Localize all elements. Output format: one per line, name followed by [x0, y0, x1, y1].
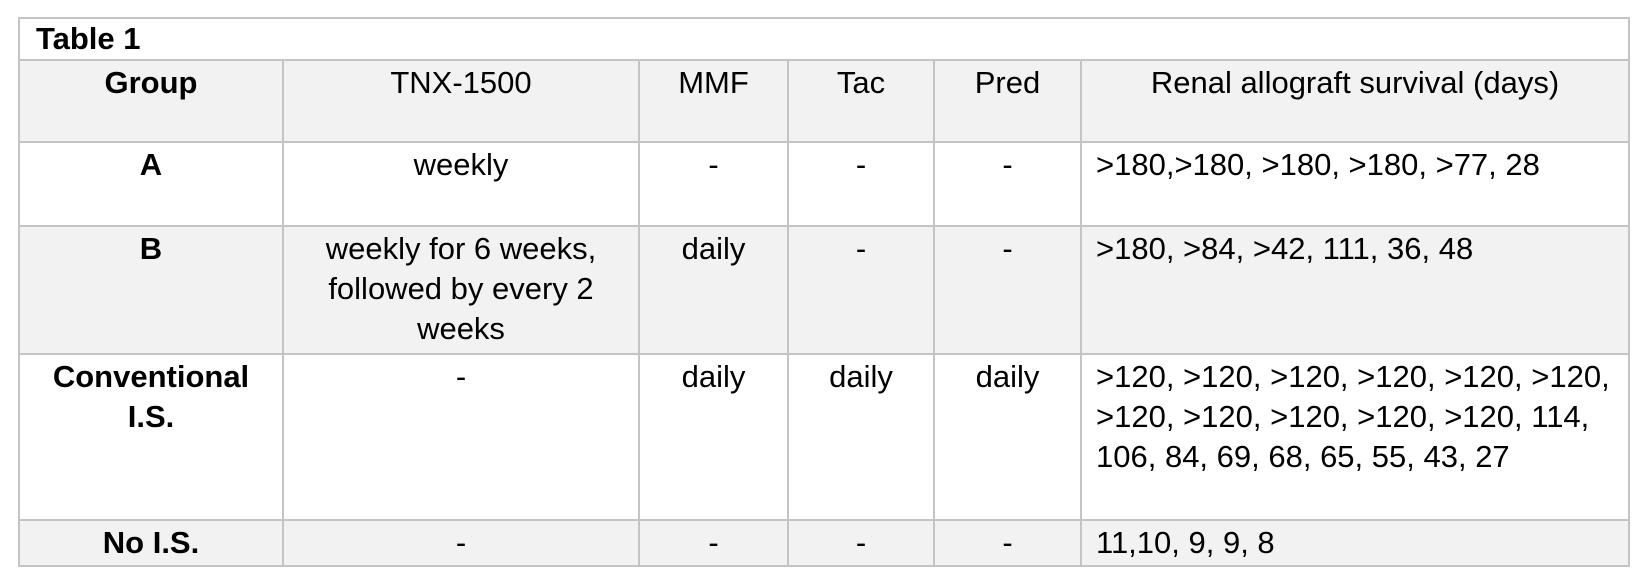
- cell-group: No I.S.: [18, 519, 284, 567]
- cell-survival: 11,10, 9, 9, 8: [1080, 519, 1630, 567]
- table-row: A weekly - - - >180,>180, >180, >180, >7…: [18, 141, 1630, 227]
- cell-tnx: weekly: [282, 141, 640, 227]
- header-survival: Renal allograft survival (days): [1080, 59, 1630, 143]
- cell-tac: -: [787, 519, 935, 567]
- table-title: Table 1: [18, 17, 1630, 61]
- cell-survival: >180, >84, >42, 111, 36, 48: [1080, 225, 1630, 355]
- cell-tnx: -: [282, 353, 640, 521]
- cell-mmf: daily: [638, 225, 789, 355]
- cell-tac: -: [787, 225, 935, 355]
- cell-pred: -: [933, 225, 1082, 355]
- cell-tac: daily: [787, 353, 935, 521]
- table-row: B weekly for 6 weeks, followed by every …: [18, 225, 1630, 355]
- table-row: No I.S. - - - - 11,10, 9, 9, 8: [18, 519, 1630, 567]
- cell-group: Conventional I.S.: [18, 353, 284, 521]
- cell-survival: >180,>180, >180, >180, >77, 28: [1080, 141, 1630, 227]
- header-tnx: TNX-1500: [282, 59, 640, 143]
- cell-pred: -: [933, 519, 1082, 567]
- cell-group: B: [18, 225, 284, 355]
- cell-mmf: -: [638, 519, 789, 567]
- cell-mmf: daily: [638, 353, 789, 521]
- cell-tnx: -: [282, 519, 640, 567]
- cell-tac: -: [787, 141, 935, 227]
- header-pred: Pred: [933, 59, 1082, 143]
- cell-survival: >120, >120, >120, >120, >120, >120, >120…: [1080, 353, 1630, 521]
- cell-pred: -: [933, 141, 1082, 227]
- survival-table: Table 1 Group TNX-1500 MMF Tac Pred Rena…: [18, 17, 1630, 567]
- cell-group: A: [18, 141, 284, 227]
- table-title-row: Table 1: [18, 17, 1630, 61]
- header-mmf: MMF: [638, 59, 789, 143]
- header-group: Group: [18, 59, 284, 143]
- header-tac: Tac: [787, 59, 935, 143]
- cell-tnx: weekly for 6 weeks, followed by every 2 …: [282, 225, 640, 355]
- cell-pred: daily: [933, 353, 1082, 521]
- table-row: Conventional I.S. - daily daily daily >1…: [18, 353, 1630, 521]
- cell-mmf: -: [638, 141, 789, 227]
- header-row: Group TNX-1500 MMF Tac Pred Renal allogr…: [18, 59, 1630, 143]
